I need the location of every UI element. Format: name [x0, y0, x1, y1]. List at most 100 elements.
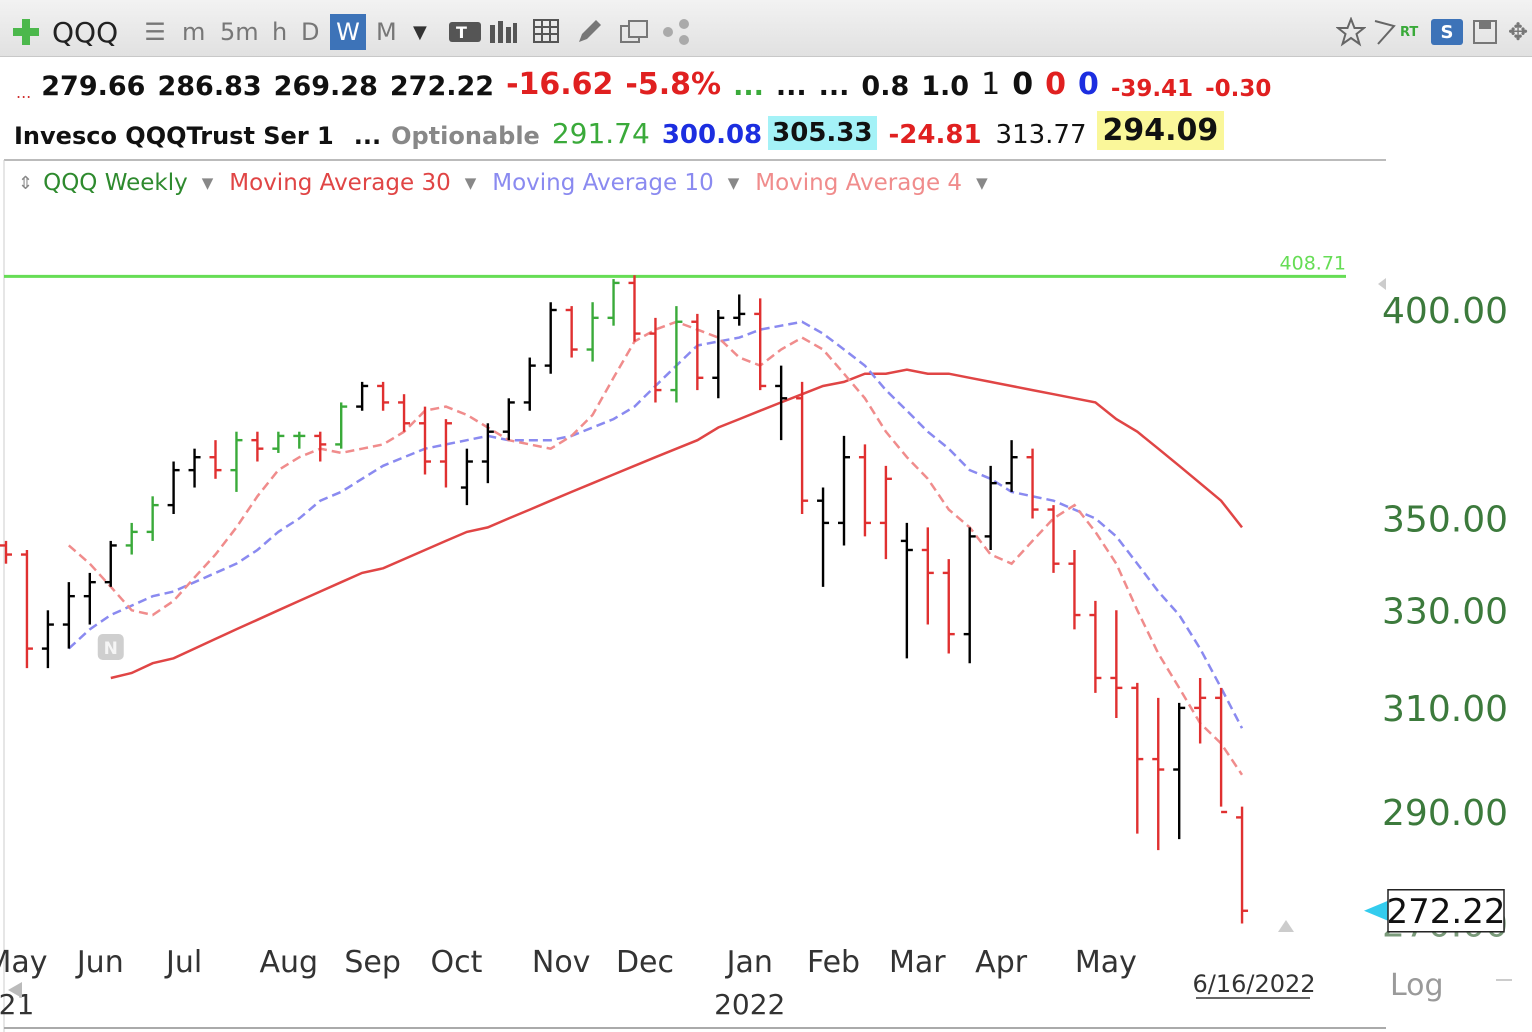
move-icon[interactable]: ✥: [1507, 18, 1529, 46]
ohlc-bar: [670, 306, 683, 403]
realtime-label[interactable]: RT: [1400, 24, 1419, 40]
optionable-label: Optionable: [391, 122, 540, 150]
legend-ma4[interactable]: Moving Average 4: [755, 170, 963, 196]
ohlc-bar: [1005, 440, 1018, 492]
x-month-label: Jun: [75, 945, 124, 980]
x-month-label: Dec: [616, 945, 674, 980]
last-date-label: 6/16/2022: [1192, 970, 1315, 998]
y-tick-label: 310.00: [1382, 689, 1508, 730]
s-menu-label: S: [1431, 19, 1463, 45]
ohlc-bar: [817, 487, 830, 587]
toolbar: QQQ ☰ m 5m h D W M ▼ T RT S ✥: [0, 0, 1532, 57]
ohlc-bar: [691, 313, 704, 391]
drag-handle-icon[interactable]: ⇕: [18, 172, 34, 194]
price-p4: -24.81: [888, 120, 982, 150]
ohlc-bar: [1173, 702, 1186, 840]
ohlc-bar: [942, 559, 955, 654]
quote-row-2: Invesco QQQTrust Ser 1 ... Optionable 29…: [0, 104, 1390, 150]
close-value: 272.22: [389, 71, 495, 102]
ma4-line: [67, 320, 1244, 776]
y-tick-label: 290.00: [1382, 793, 1508, 834]
ohlc-bar: [1152, 697, 1165, 851]
y-tick-label: 400.00: [1382, 291, 1508, 332]
ohlc-bar: [439, 419, 452, 488]
price-p6: 294.09: [1096, 111, 1225, 150]
ohlc-bar: [921, 527, 934, 625]
interval-w-active[interactable]: W: [330, 14, 366, 50]
stat-n3: 0: [1045, 67, 1066, 102]
ohlc-bar: [1215, 687, 1228, 814]
dots-1: ...: [775, 71, 807, 102]
save-icon[interactable]: [1470, 14, 1500, 50]
text-tool-icon[interactable]: T: [448, 14, 482, 50]
x-month-label: Jan: [725, 945, 773, 980]
y-axis: 400.00350.00330.00310.00290.00270.00272.…: [1278, 278, 1512, 1003]
ohlc-bar: [41, 610, 54, 669]
ohlc-bar: [314, 431, 327, 462]
pencil-icon[interactable]: [574, 14, 604, 50]
ohlc-bar: [20, 549, 33, 669]
interval-d[interactable]: D: [301, 18, 320, 46]
interval-m[interactable]: m: [182, 18, 206, 46]
chevron-down-icon[interactable]: ▼: [976, 174, 988, 192]
legend-series-weekly[interactable]: QQQ Weekly: [43, 170, 188, 196]
ohlc-bar: [83, 572, 96, 625]
ohlc-bar: [419, 406, 431, 475]
resistance-line-label: 408.71: [1280, 252, 1346, 274]
stat-v4: -0.30: [1205, 76, 1272, 102]
change-value: -16.62: [506, 67, 614, 102]
x-month-label: May: [0, 945, 47, 980]
x-month-label: Feb: [807, 945, 860, 980]
ohlc-bar: [838, 435, 850, 546]
row1-prefix: ...: [16, 83, 32, 102]
ohlc-bar: [879, 465, 892, 560]
stat-v3: -39.41: [1110, 76, 1194, 102]
x-month-label: Oct: [430, 945, 482, 980]
ohlc-bar: [62, 582, 75, 649]
interval-5m[interactable]: 5m: [220, 18, 259, 46]
list-icon[interactable]: ☰: [144, 18, 166, 46]
chevron-down-icon[interactable]: ▼: [464, 174, 477, 192]
dots-green: ...: [733, 71, 764, 102]
ohlc-bar: [0, 540, 12, 564]
interval-h[interactable]: h: [272, 18, 288, 46]
ohlc-bar: [754, 298, 767, 391]
stat-n1: 1: [981, 67, 1001, 102]
legend-ma10[interactable]: Moving Average 10: [492, 170, 714, 196]
chevron-down-icon[interactable]: ▼: [727, 174, 740, 192]
change-pct-value: -5.8%: [625, 67, 722, 102]
bar-style-icon[interactable]: [488, 14, 518, 50]
plot-area: 408.71 N: [0, 252, 1346, 924]
ohlc-bar: [104, 540, 117, 587]
chart-legend: ⇕ QQQ Weekly ▼ Moving Average 30 ▼ Movin…: [18, 170, 1004, 196]
windows-icon[interactable]: [618, 14, 650, 50]
legend-ma30[interactable]: Moving Average 30: [229, 170, 451, 196]
price-p5: 313.77: [995, 120, 1087, 150]
ohlc-bar: [188, 448, 201, 488]
ohlc-bar: [125, 522, 138, 555]
x-month-label: Apr: [975, 945, 1028, 980]
stat-v2: 1.0: [921, 71, 970, 102]
chevron-down-icon[interactable]: ▼: [201, 174, 214, 192]
ohlc-bar: [649, 317, 662, 403]
symbol-input[interactable]: QQQ: [52, 15, 119, 49]
x-month-label: Mar: [889, 945, 946, 980]
ohlc-bar: [796, 381, 809, 514]
open-value: 279.66: [41, 71, 146, 102]
x-month-label: May: [1075, 945, 1137, 980]
dots-2: ...: [818, 71, 850, 102]
stat-v1: 0.8: [861, 71, 910, 102]
interval-m-monthly[interactable]: M: [376, 18, 397, 46]
ohlc-bar: [272, 431, 285, 453]
chevron-down-icon[interactable]: ▼: [413, 21, 427, 43]
ohlc-bar: [481, 423, 494, 484]
s-menu-icon[interactable]: S: [1430, 14, 1464, 50]
add-symbol-icon[interactable]: [10, 14, 42, 50]
share-icon[interactable]: [660, 14, 694, 50]
grid-icon[interactable]: [532, 14, 562, 50]
ohlc-bar: [900, 522, 913, 659]
star-icon[interactable]: [1336, 14, 1366, 50]
flag-icon[interactable]: [1372, 14, 1396, 50]
ohlc-bar: [460, 448, 473, 506]
